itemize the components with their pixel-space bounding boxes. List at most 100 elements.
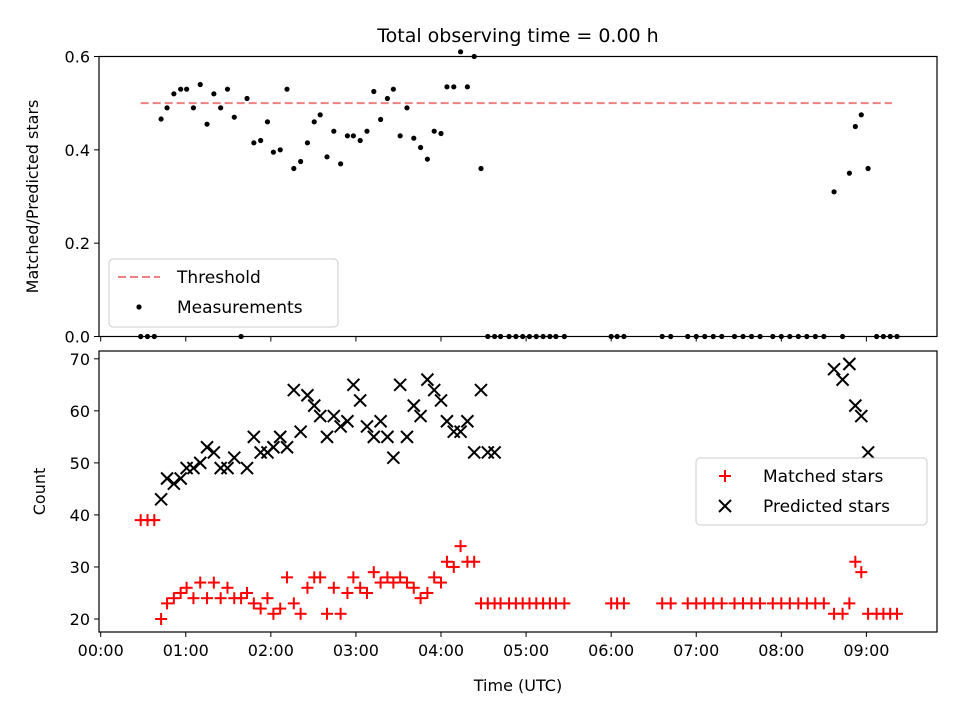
predicted-star-point — [320, 430, 334, 444]
x-stroke-b — [167, 476, 181, 491]
matched-star-point — [347, 571, 360, 584]
measurement-point — [331, 128, 337, 134]
measurement-point — [384, 95, 391, 102]
predicted-star-point — [220, 461, 235, 475]
predicted-star-point — [481, 445, 495, 460]
bottom-legend: Matched stars Predicted stars — [695, 457, 928, 526]
matched-star-point — [381, 571, 394, 584]
measurement-point — [438, 130, 444, 137]
measurement-point — [357, 137, 363, 144]
matched-star-point — [367, 566, 380, 579]
x-axis-label: Time (UTC) — [473, 676, 562, 695]
x-stroke-b — [247, 430, 261, 444]
y-tick-label: 40 — [70, 506, 90, 525]
x-stroke-b — [861, 445, 875, 460]
x-stroke-b — [460, 414, 475, 428]
matched-star-point — [174, 586, 187, 599]
measurement-point — [270, 149, 277, 155]
x-stroke-b — [207, 445, 221, 460]
x-stroke-b — [848, 398, 863, 413]
matched-star-point — [360, 586, 373, 599]
matched-star-point — [148, 514, 161, 527]
matched-star-point — [849, 555, 862, 568]
predicted-star-point — [827, 362, 841, 376]
predicted-star-point — [240, 461, 254, 475]
predicted-star-point — [487, 445, 502, 460]
measurement-point — [417, 144, 424, 151]
predicted-star-point — [360, 419, 374, 434]
x-stroke-b — [160, 471, 174, 486]
matched-star-point — [468, 555, 481, 568]
x-tick-label: 01:00 — [163, 641, 209, 660]
x-stroke-b — [273, 430, 287, 444]
measurement-point — [211, 91, 217, 97]
predicted-star-point — [287, 383, 301, 397]
predicted-star-point — [280, 440, 294, 454]
matched-legend-marker — [719, 470, 731, 482]
predicted-star-point — [167, 476, 181, 491]
measurement-point — [184, 86, 190, 92]
measurement-point — [451, 84, 457, 90]
matched-star-point — [341, 586, 354, 599]
predicted-star-point — [474, 383, 488, 397]
measurement-point — [397, 133, 403, 139]
measurement-point — [171, 91, 177, 97]
y-tick-label: 50 — [70, 454, 90, 473]
x-stroke-b — [333, 419, 348, 434]
measurement-point — [284, 86, 290, 92]
measurement-point — [831, 189, 837, 195]
y-tick-label: 0.6 — [65, 48, 90, 67]
matched-star-point — [294, 607, 307, 620]
top-legend: Threshold Measurements — [108, 258, 339, 328]
predicted-star-point — [346, 378, 361, 392]
predicted-star-point — [160, 471, 174, 486]
x-stroke-b — [842, 357, 857, 371]
matched-star-point — [214, 592, 227, 605]
x-stroke-b — [393, 378, 407, 392]
predicted-star-point — [367, 430, 381, 444]
bottom-axes-frame — [98, 350, 938, 633]
x-stroke-b — [434, 393, 448, 408]
measurement-point — [324, 154, 330, 160]
top-legend-box — [108, 258, 339, 328]
measurement-point — [464, 84, 470, 90]
matched-star-point — [321, 607, 334, 620]
x-stroke-b — [193, 456, 207, 470]
measurement-point — [264, 119, 271, 125]
matched-star-point — [194, 576, 207, 589]
measurement-point — [277, 147, 283, 153]
matched-star-point — [327, 581, 340, 594]
predicted-star-point — [467, 445, 481, 460]
matched-star-point — [254, 602, 267, 615]
predicted-star-point — [327, 409, 341, 423]
x-stroke-b — [373, 414, 388, 428]
predicted-star-point — [386, 450, 401, 465]
predicted-star-point — [400, 430, 414, 444]
y-tick-label: 0.2 — [65, 234, 90, 253]
x-stroke-b — [835, 372, 850, 387]
predicted-star-point — [293, 424, 308, 439]
matched-star-point — [428, 571, 441, 584]
measurement-point — [190, 105, 197, 111]
matched-star-point — [447, 560, 460, 573]
measurement-point — [231, 114, 237, 120]
matched-star-point — [855, 566, 868, 579]
measurement-point — [311, 119, 317, 125]
measurement-point — [204, 121, 210, 127]
top-y-axis-label: Matched/Predicted stars — [23, 100, 42, 294]
x-stroke-b — [173, 471, 188, 486]
measurement-point — [411, 135, 417, 141]
x-stroke-b — [427, 383, 441, 397]
matched-star-point — [261, 592, 274, 605]
matched-star-point — [287, 597, 300, 610]
x-tick-label: 00:00 — [78, 641, 124, 660]
measurement-point — [350, 133, 356, 139]
x-stroke-b — [367, 430, 381, 444]
predicted-star-point — [300, 388, 315, 402]
x-stroke-b — [320, 430, 334, 444]
measurement-point — [390, 86, 396, 92]
bottom-y-axis-label: Count — [30, 468, 49, 516]
predicted-star-point — [266, 440, 281, 454]
x-stroke-b — [313, 409, 327, 423]
